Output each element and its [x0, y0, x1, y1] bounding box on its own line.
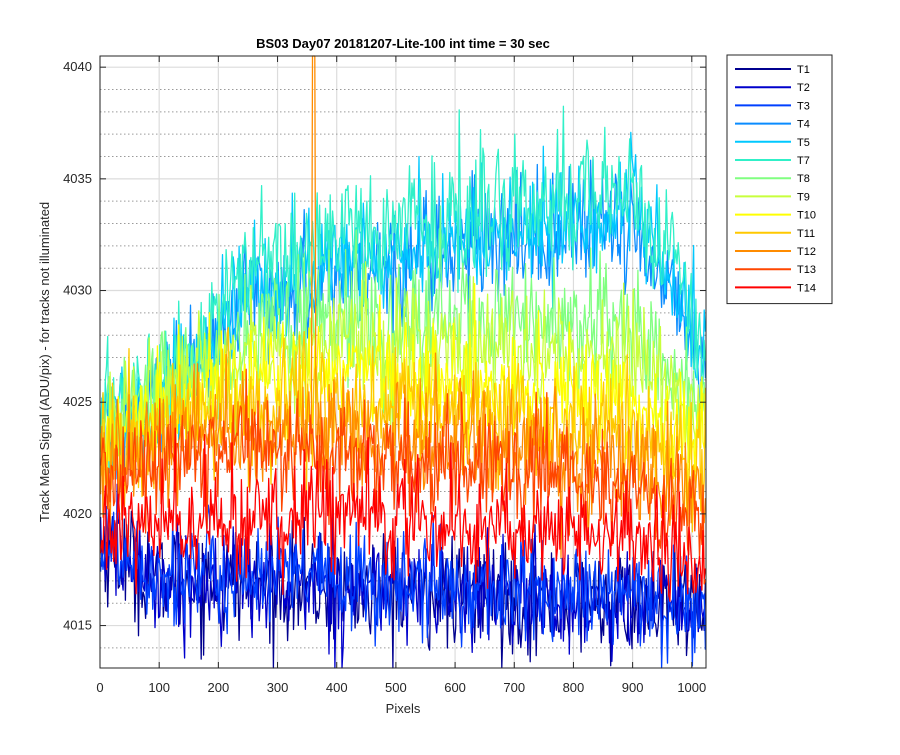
series-line-t14 [99, 427, 707, 602]
legend-label: T8 [797, 173, 810, 185]
series-line-t7 [99, 105, 707, 474]
series-line-t11 [99, 326, 707, 533]
legend-box [726, 54, 833, 305]
legend: T1 T2 T3 T4 T5 T7 T8 T9 T10 T11 T12 T13 T14 [726, 54, 833, 305]
x-tick-label: 400 [326, 680, 348, 695]
legend-label: T1 [797, 64, 810, 76]
legend-label: T12 [797, 246, 816, 258]
x-tick-label: 200 [208, 680, 230, 695]
x-tick-label: 300 [267, 680, 289, 695]
y-axis-label: Track Mean Signal (ADU/pix) - for tracks… [37, 202, 52, 522]
legend-label: T2 [797, 82, 810, 94]
x-tick-label: 0 [96, 680, 103, 695]
legend-label: T4 [797, 119, 810, 131]
legend-label: T14 [797, 282, 816, 294]
y-tick-label: 4030 [63, 283, 92, 298]
chart-title: BS03 Day07 20181207-Lite-100 int time = … [256, 36, 550, 51]
axis-ticks: 0 100 200 300 400 500 600 700 800 900 1000 4015 4020… [63, 56, 706, 695]
series-line-t13 [99, 368, 707, 585]
x-tick-label: 1000 [677, 680, 706, 695]
y-tick-label: 4025 [63, 394, 92, 409]
legend-label: T3 [797, 100, 810, 112]
x-axis-label: Pixels [386, 701, 421, 716]
x-tick-label: 900 [622, 680, 644, 695]
x-tick-label: 600 [444, 680, 466, 695]
x-tick-label: 100 [148, 680, 170, 695]
legend-label: T10 [797, 210, 816, 222]
legend-label: T5 [797, 137, 810, 149]
x-tick-label: 800 [563, 680, 585, 695]
y-tick-label: 4040 [63, 59, 92, 74]
legend-label: T9 [797, 191, 810, 203]
y-tick-label: 4015 [63, 618, 92, 633]
x-tick-label: 500 [385, 680, 407, 695]
legend-label: T7 [797, 155, 810, 167]
x-tick-label: 700 [503, 680, 525, 695]
series-line-t3 [99, 504, 707, 669]
legend-label: T13 [797, 264, 816, 276]
y-tick-label: 4035 [63, 171, 92, 186]
plot-lines [99, 55, 707, 669]
axes-box [99, 55, 707, 669]
legend-label: T11 [797, 228, 815, 240]
y-tick-label: 4020 [63, 506, 92, 521]
series-line-t2 [99, 483, 707, 669]
